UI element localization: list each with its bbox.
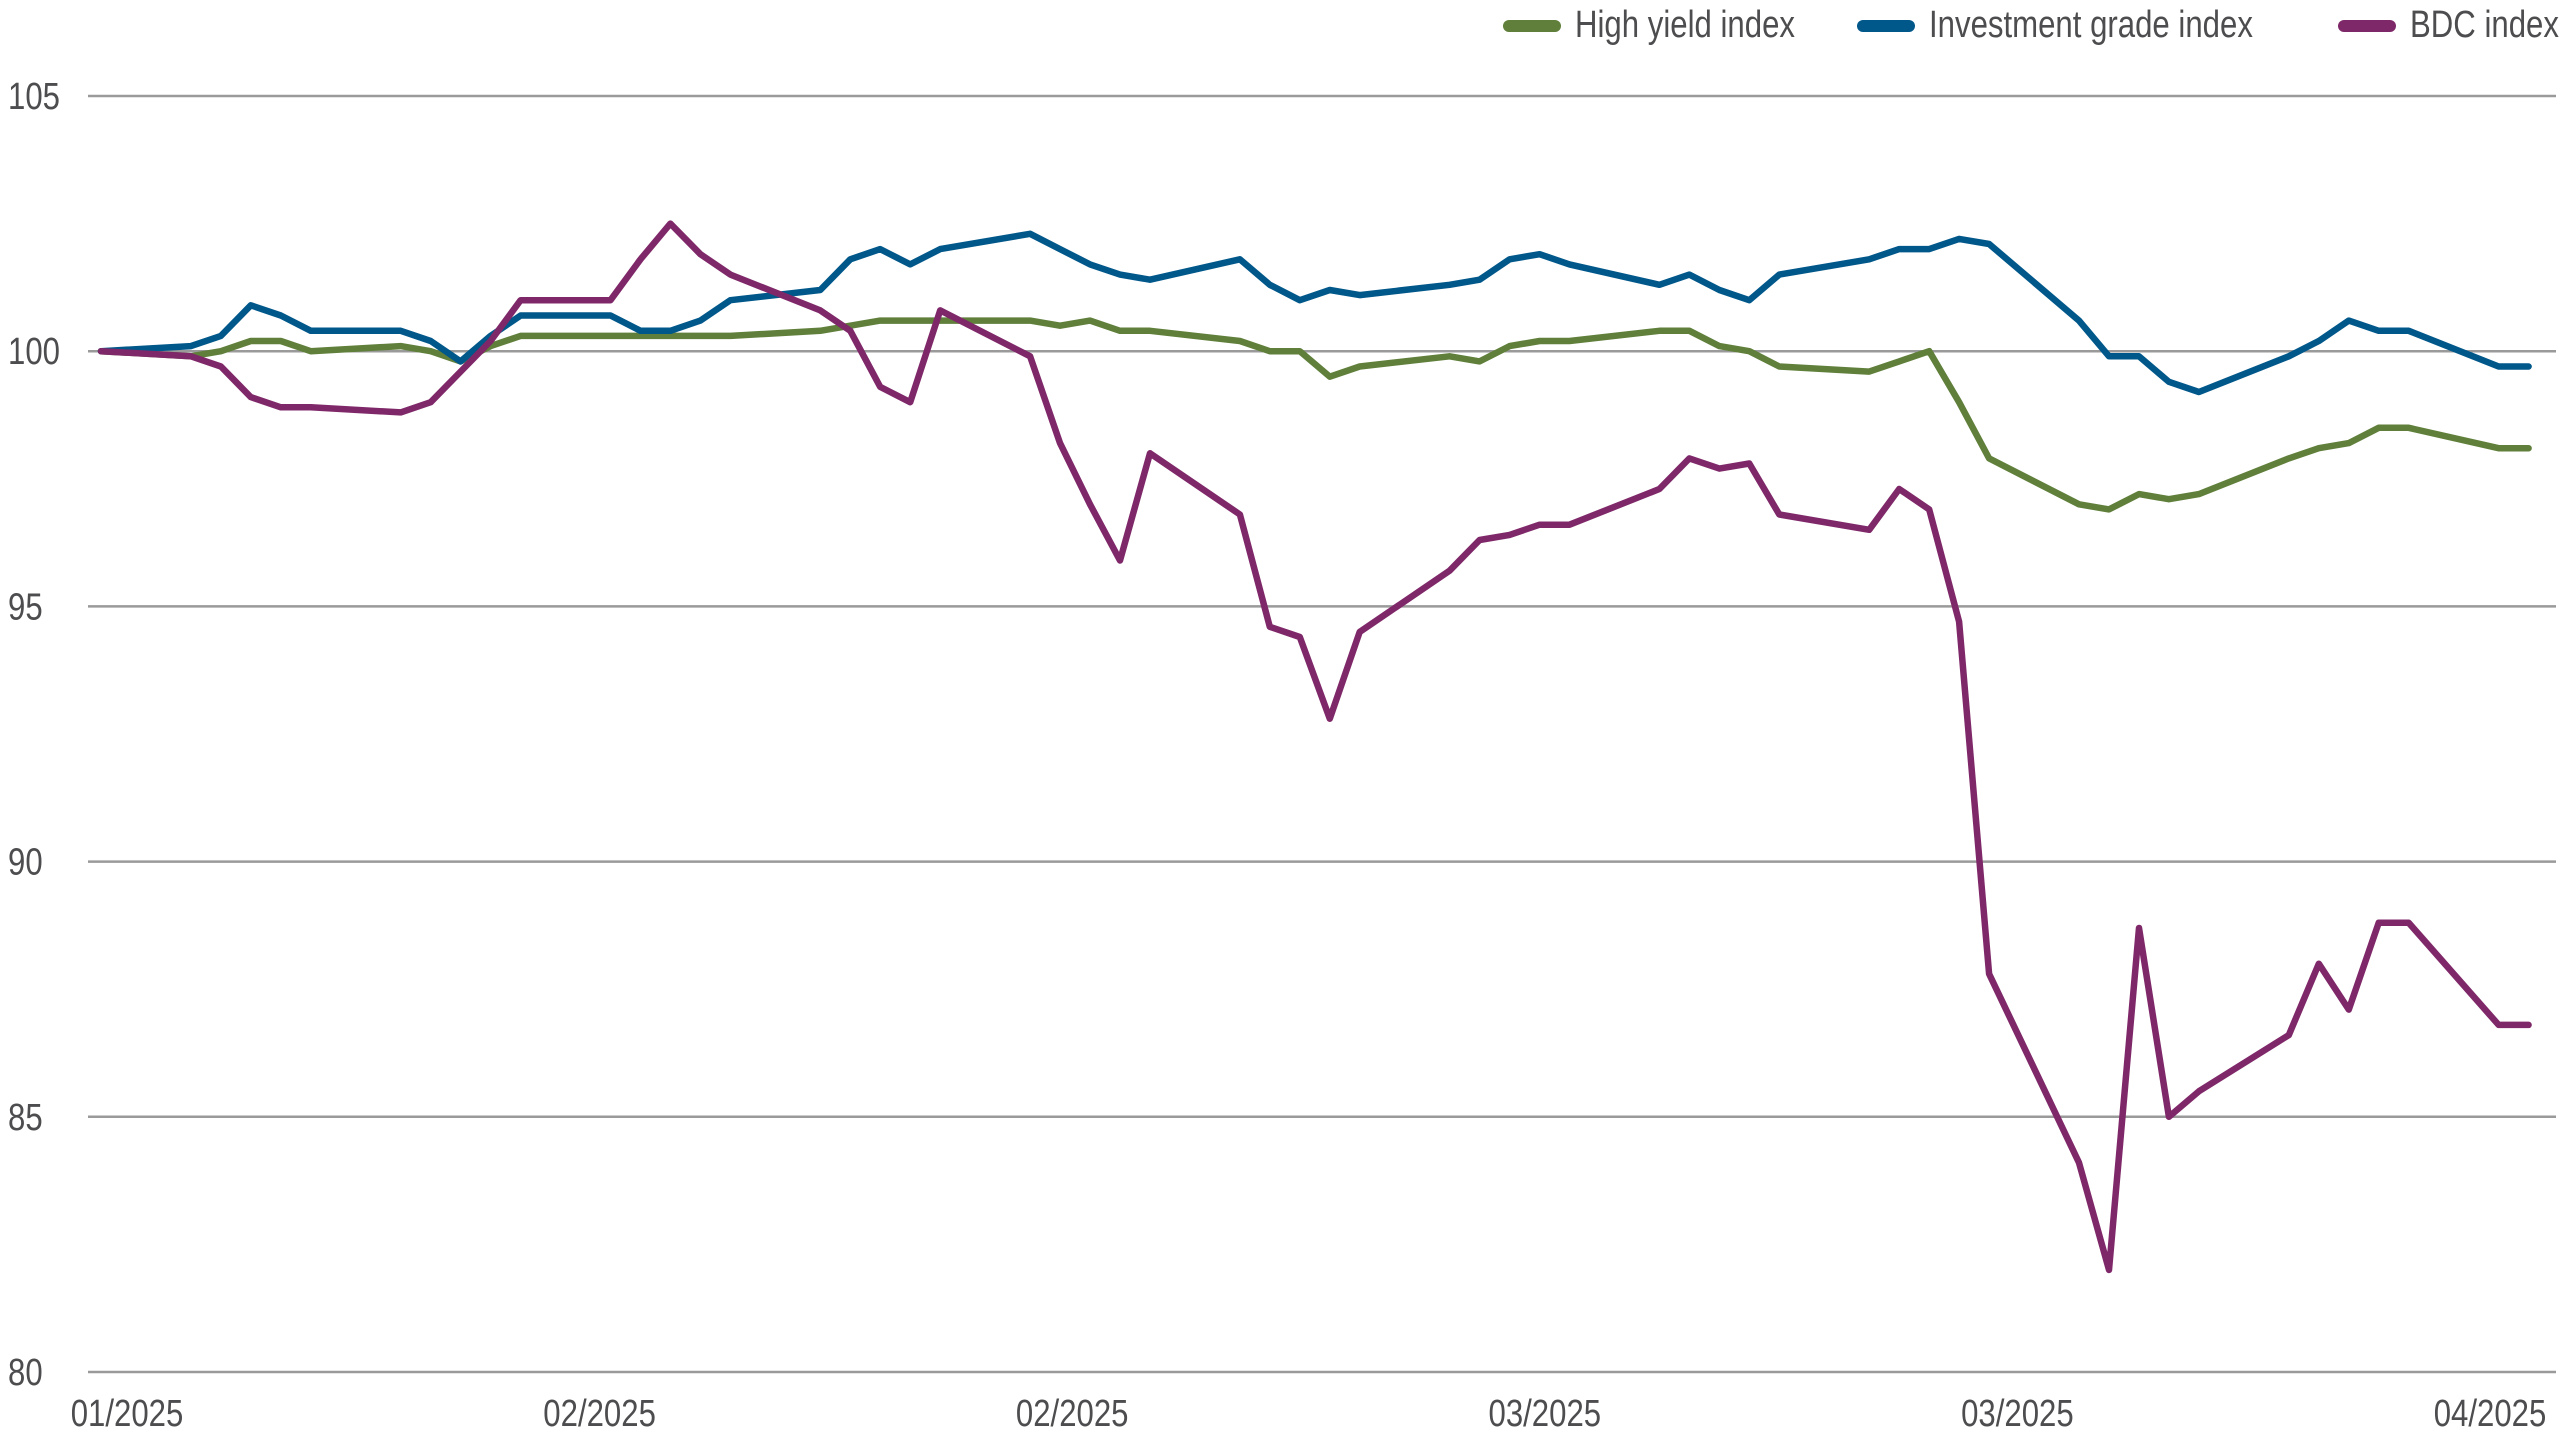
x-tick-label: 01/2025: [71, 1393, 184, 1435]
x-tick-label: 02/2025: [1016, 1393, 1129, 1435]
legend-swatch: [1503, 19, 1562, 32]
legend-item-bdc: BDC index: [2338, 4, 2560, 47]
legend-item-investment-grade: Investment grade index: [1857, 4, 2288, 47]
legend-label: High yield index: [1575, 4, 1796, 46]
legend-item-high-yield: High yield index: [1503, 4, 1807, 47]
x-tick-label: 03/2025: [1961, 1393, 2074, 1435]
y-tick-label: 85: [8, 1097, 43, 1139]
gridlines: [88, 94, 2556, 1374]
legend-label: Investment grade index: [1929, 4, 2254, 46]
y-tick-label: 100: [8, 331, 60, 373]
series-line-high-yield-index: [97, 317, 2532, 513]
legend-swatch: [2338, 19, 2397, 32]
x-axis-labels: 01/2025 02/2025 02/2025 03/2025 03/2025 04/20…: [71, 1393, 2547, 1435]
y-tick-label: 95: [8, 587, 43, 629]
series-line-bdc-index: [97, 220, 2532, 1274]
y-tick-label: 90: [8, 842, 43, 884]
x-tick-label: 02/2025: [543, 1393, 656, 1435]
y-tick-label: 105: [8, 76, 60, 118]
x-tick-label: 04/2025: [2434, 1393, 2547, 1435]
legend-label: BDC index: [2410, 4, 2560, 46]
series-lines: [97, 220, 2532, 1274]
legend: High yield index Investment grade index …: [1503, 4, 2560, 47]
x-tick-label: 03/2025: [1489, 1393, 1602, 1435]
legend-swatch: [1857, 19, 1916, 32]
y-axis-labels: 80 85 90 95 100 105: [8, 76, 60, 1394]
y-tick-label: 80: [8, 1352, 43, 1394]
